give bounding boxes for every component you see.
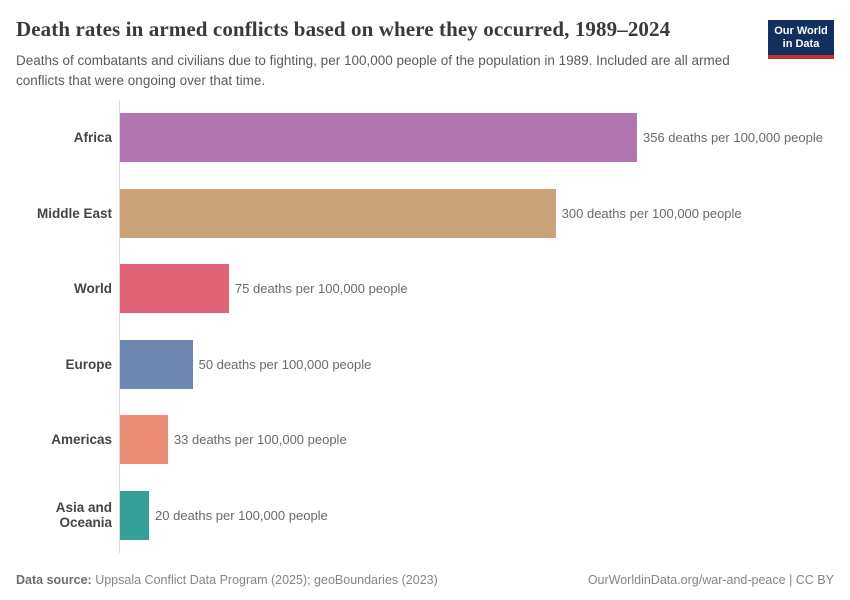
category-label: Asia and Oceania [55,500,112,531]
bar-value-label: 20 deaths per 100,000 people [155,507,328,523]
bar-track: 50 deaths per 100,000 people [119,326,834,402]
data-source-text: Uppsala Conflict Data Program (2025); ge… [91,573,438,587]
bar-chart-row: Europe 50 deaths per 100,000 people [0,326,834,402]
bar[interactable] [120,415,168,465]
bar[interactable] [120,490,150,540]
bar-track: 356 deaths per 100,000 people [119,100,834,176]
bar-chart-row: Middle East 300 deaths per 100,000 peopl… [0,175,834,251]
bar-chart-row: Africa 356 deaths per 100,000 people [0,100,834,176]
bar-value-label: 356 deaths per 100,000 people [643,130,823,146]
bar-chart-row: Americas 33 deaths per 100,000 people [0,402,834,478]
bar[interactable] [120,264,229,314]
bar-value-label: 33 deaths per 100,000 people [173,432,347,448]
chart-title: Death rates in armed conflicts based on … [16,17,671,41]
owid-logo-accent-strip [768,55,834,59]
chart-header: Death rates in armed conflicts based on … [16,17,834,91]
data-source-label: Data source: [16,573,92,587]
category-label: Europe [65,356,112,372]
bar-value-label: 300 deaths per 100,000 people [561,205,742,221]
bar-track: 300 deaths per 100,000 people [119,175,834,251]
category-label: Americas [51,432,112,448]
owid-logo-text: Our World in Data [768,20,834,55]
bar-value-label: 50 deaths per 100,000 people [198,356,372,372]
chart-subtitle: Deaths of combatants and civilians due t… [16,53,730,88]
category-label: Middle East [36,205,112,221]
bar-chart-row: Asia and Oceania 20 deaths per 100,000 p… [0,477,834,553]
category-label: World [74,281,112,297]
owid-logo-line2: in Data [782,38,820,50]
bar[interactable] [120,113,637,163]
bar[interactable] [120,339,193,389]
bar-chart: Africa 356 deaths per 100,000 people Mid… [0,100,850,553]
bar-value-label: 75 deaths per 100,000 people [234,281,408,297]
owid-logo-line1: Our World [774,25,828,37]
category-label: Africa [73,130,112,146]
bar[interactable] [120,188,556,238]
chart-footer: Data source: Uppsala Conflict Data Progr… [16,573,834,587]
bar-chart-row: World 75 deaths per 100,000 people [0,251,834,327]
data-source: Data source: Uppsala Conflict Data Progr… [16,573,438,587]
bar-track: 20 deaths per 100,000 people [119,477,834,553]
owid-logo[interactable]: Our World in Data [768,20,834,59]
bar-track: 75 deaths per 100,000 people [119,251,834,327]
bar-track: 33 deaths per 100,000 people [119,402,834,478]
footer-attribution[interactable]: OurWorldinData.org/war-and-peace | CC BY [587,573,834,587]
